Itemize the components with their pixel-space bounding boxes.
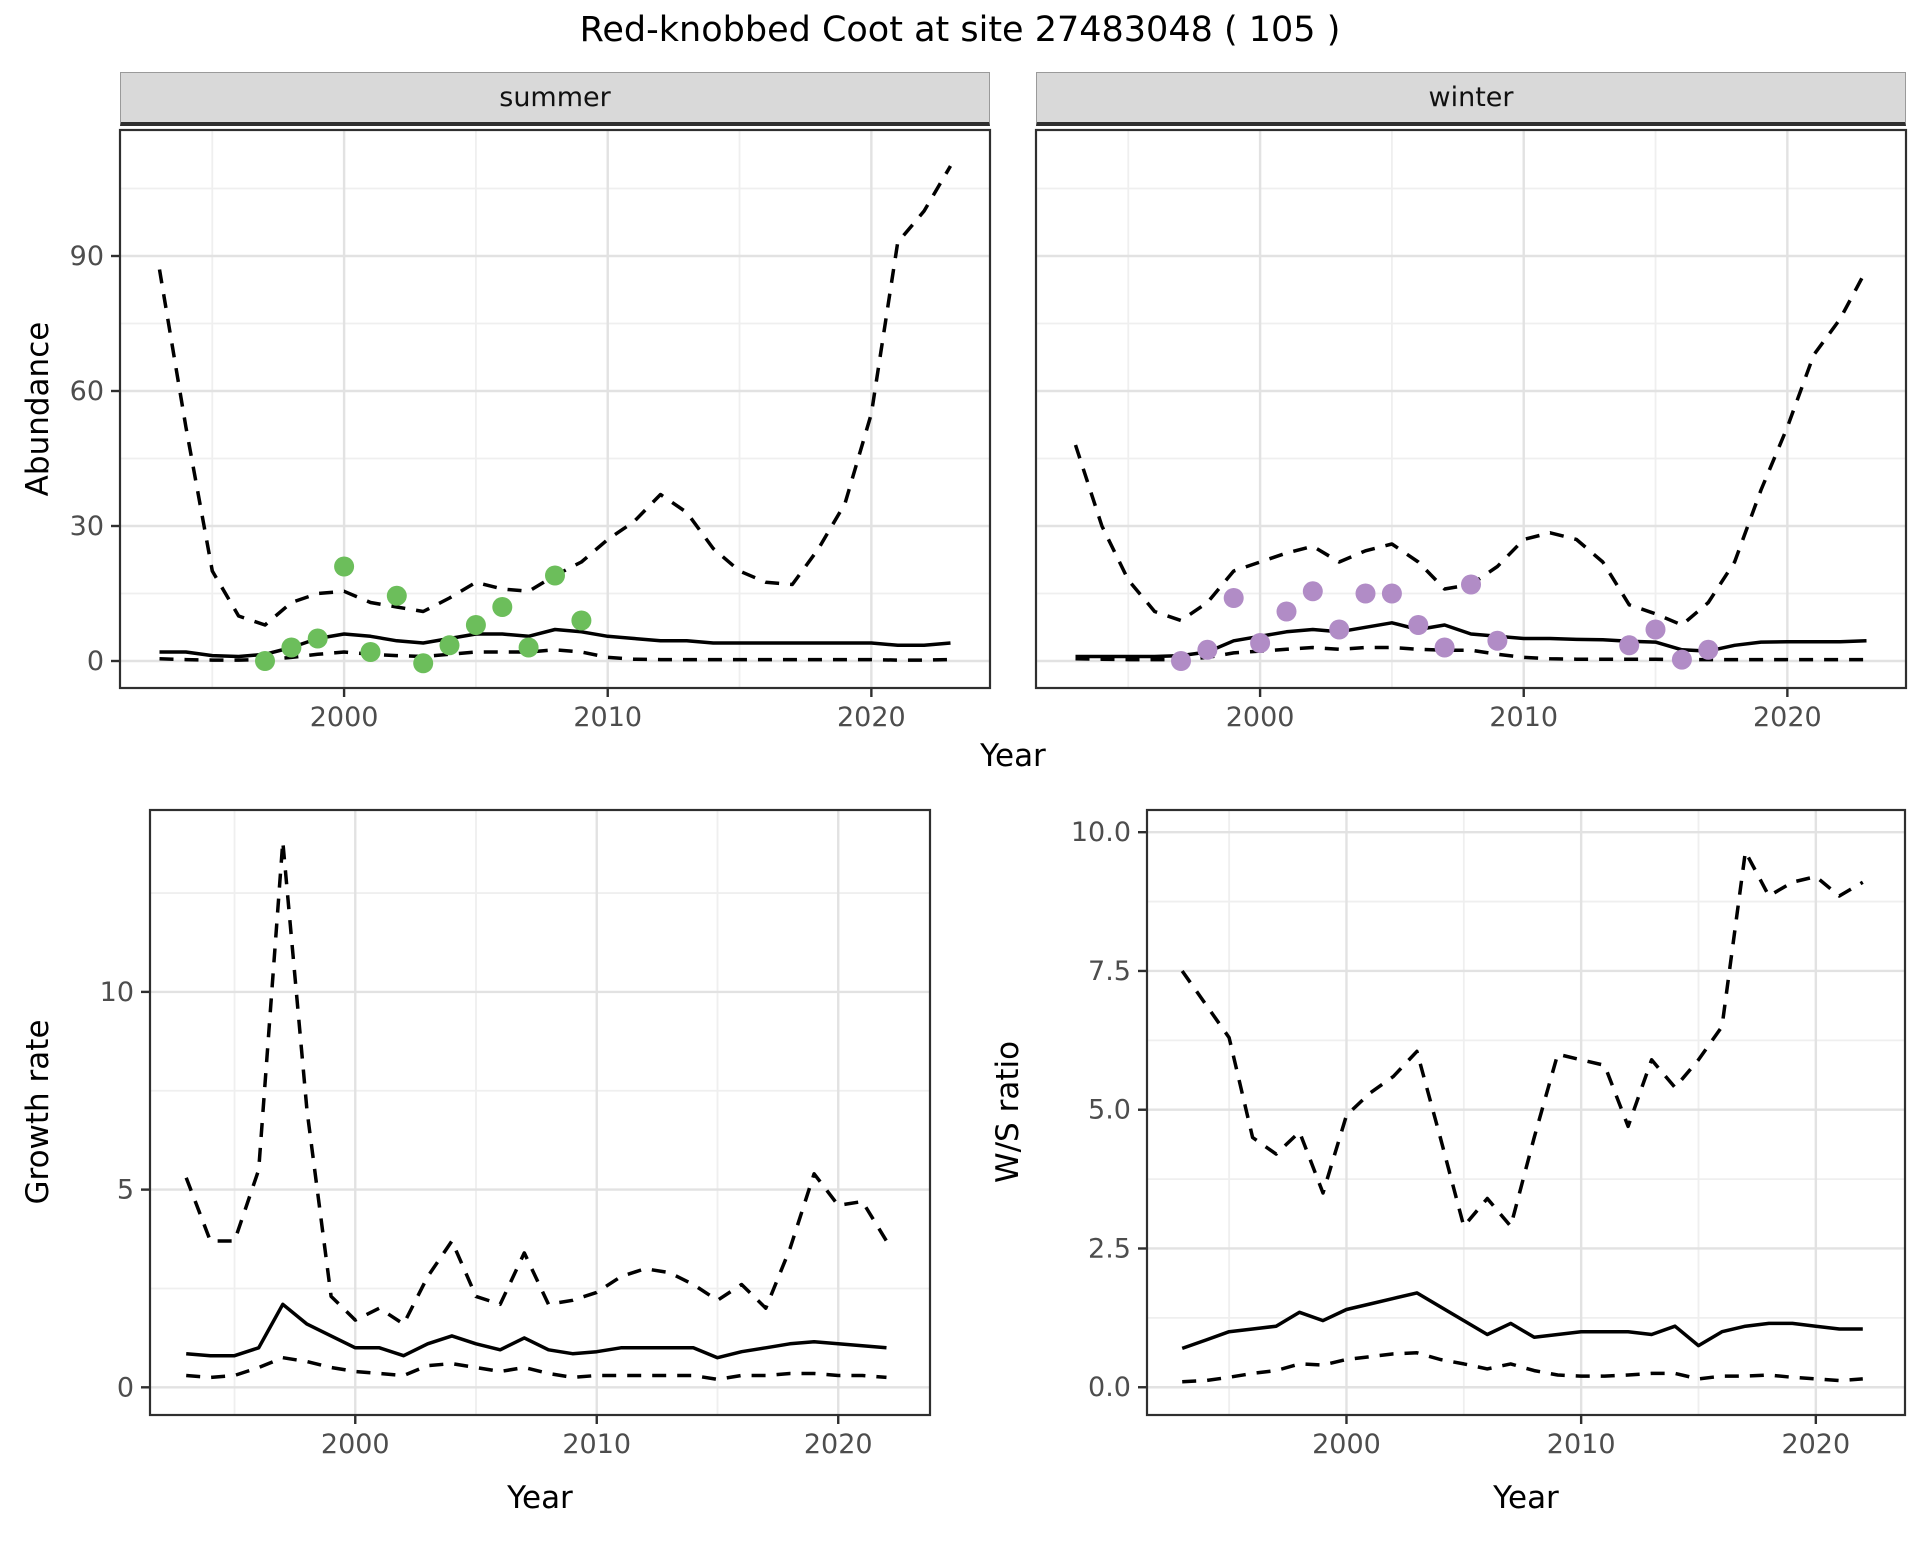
y-tick-label: 90 <box>70 241 104 272</box>
observation-point <box>1461 574 1481 595</box>
grid-minor <box>120 130 990 688</box>
y-tick-label: 0 <box>87 646 104 677</box>
observation-point <box>281 637 302 658</box>
observation-point <box>1645 619 1666 640</box>
x-axis-ticks: 2000 2010 2020 <box>321 1415 873 1460</box>
observation-point <box>255 651 275 671</box>
x-axis-title-top: Year <box>980 738 1046 774</box>
observation-point <box>492 597 513 617</box>
grid-major <box>150 810 930 1415</box>
y-axis-title-growth-rate: Growth rate <box>20 1019 56 1205</box>
y-tick-label: 10.0 <box>1071 817 1131 848</box>
observation-point <box>465 615 486 635</box>
y-tick-label: 2.5 <box>1088 1233 1131 1264</box>
facet-strip-summer: summer <box>120 72 990 126</box>
x-tick-label: 2020 <box>804 1429 873 1460</box>
observation-point <box>307 628 328 649</box>
observation-point <box>1302 581 1323 602</box>
grid-minor <box>150 810 930 1415</box>
observation-point <box>545 565 565 586</box>
abundance-winter-panel: 2000 2010 2020 <box>1034 128 1908 733</box>
x-tick-label: 2010 <box>1547 1429 1616 1460</box>
panel-border <box>148 808 932 1417</box>
observation-point <box>1434 637 1455 658</box>
facet-strip-winter: winter <box>1036 72 1906 126</box>
observation-point <box>571 610 592 631</box>
y-tick-label: 30 <box>70 511 104 542</box>
ws-ratio-model-fit-line <box>1181 1291 1863 1351</box>
x-tick-label: 2010 <box>562 1429 631 1460</box>
y-tick-label: 7.5 <box>1088 956 1131 987</box>
x-axis-ticks: 2000 2010 2020 <box>1226 688 1822 733</box>
y-axis-ticks: 0.0 2.5 5.0 7.5 10.0 <box>1071 817 1147 1403</box>
x-axis-ticks: 2000 2010 2020 <box>1312 1415 1850 1460</box>
observed-winter-counts <box>1171 574 1719 671</box>
observation-point <box>1223 588 1244 608</box>
ws-ratio-upper-credible-interval-line <box>1180 849 1864 1229</box>
y-tick-label: 5.0 <box>1088 1095 1131 1126</box>
abundance-summer-panel: 2000 2010 2020 0 30 60 90 <box>70 128 992 733</box>
observation-point <box>1250 633 1271 653</box>
growth-rate-model-fit-line <box>186 1302 887 1360</box>
y-axis-ticks: 0 30 60 90 <box>70 241 120 677</box>
observation-point <box>334 556 355 577</box>
x-tick-label: 2000 <box>1226 702 1295 733</box>
x-tick-label: 2020 <box>837 702 906 733</box>
growth-rate-panel: 2000 2010 2020 0 5 10 <box>100 808 932 1460</box>
growth-rate-lower-credible-interval-line <box>186 1355 887 1382</box>
y-tick-label: 0.0 <box>1088 1372 1131 1403</box>
observation-point <box>1408 615 1429 635</box>
chart-title: Red-knobbed Coot at site 27483048 ( 105 … <box>579 10 1341 50</box>
x-tick-label: 2000 <box>1312 1429 1381 1460</box>
observation-point <box>413 653 434 674</box>
x-axis-title-growth-rate: Year <box>507 1480 573 1516</box>
panel-border <box>1145 808 1907 1417</box>
x-tick-label: 2020 <box>1753 702 1822 733</box>
y-tick-label: 60 <box>70 376 104 407</box>
panel-border <box>118 128 992 690</box>
observation-point <box>439 635 460 656</box>
observation-point <box>1329 619 1350 640</box>
facet-strip-summer-label: summer <box>499 82 611 113</box>
facet-strip-winter-label: winter <box>1428 82 1514 113</box>
y-axis-title-abundance: Abundance <box>20 321 56 497</box>
panel-border <box>1034 128 1908 690</box>
observation-point <box>1355 583 1376 604</box>
observation-point <box>360 642 381 662</box>
y-axis-title-ws-ratio: W/S ratio <box>990 1040 1026 1184</box>
observation-point <box>1276 601 1297 622</box>
observation-point <box>1381 583 1402 604</box>
observation-point <box>1619 635 1640 656</box>
x-tick-label: 2010 <box>1489 702 1558 733</box>
x-axis-ticks: 2000 2010 2020 <box>310 688 906 733</box>
observation-point <box>1197 639 1218 660</box>
observation-point <box>1487 630 1508 651</box>
y-tick-label: 5 <box>117 1175 134 1206</box>
x-tick-label: 2000 <box>321 1429 390 1460</box>
grid-major <box>1147 810 1905 1415</box>
grid-minor <box>1036 130 1906 688</box>
observation-point <box>386 585 407 606</box>
y-tick-label: 0 <box>117 1372 134 1403</box>
observed-summer-counts <box>255 556 592 674</box>
y-tick-label: 10 <box>100 977 134 1008</box>
observation-point <box>1698 639 1719 660</box>
x-tick-label: 2000 <box>310 702 379 733</box>
observation-point <box>1671 649 1692 670</box>
y-axis-ticks: 0 5 10 <box>100 977 150 1403</box>
x-tick-label: 2010 <box>573 702 642 733</box>
growth-rate-upper-credible-interval-line <box>184 839 888 1326</box>
observation-point <box>1171 651 1191 671</box>
x-tick-label: 2020 <box>1781 1429 1850 1460</box>
ws-ratio-panel: 2000 2010 2020 0.0 2.5 5.0 7.5 10.0 <box>1071 808 1907 1460</box>
x-axis-title-ws-ratio: Year <box>1493 1480 1559 1516</box>
grid-minor <box>1147 810 1905 1415</box>
observation-point <box>518 637 539 658</box>
